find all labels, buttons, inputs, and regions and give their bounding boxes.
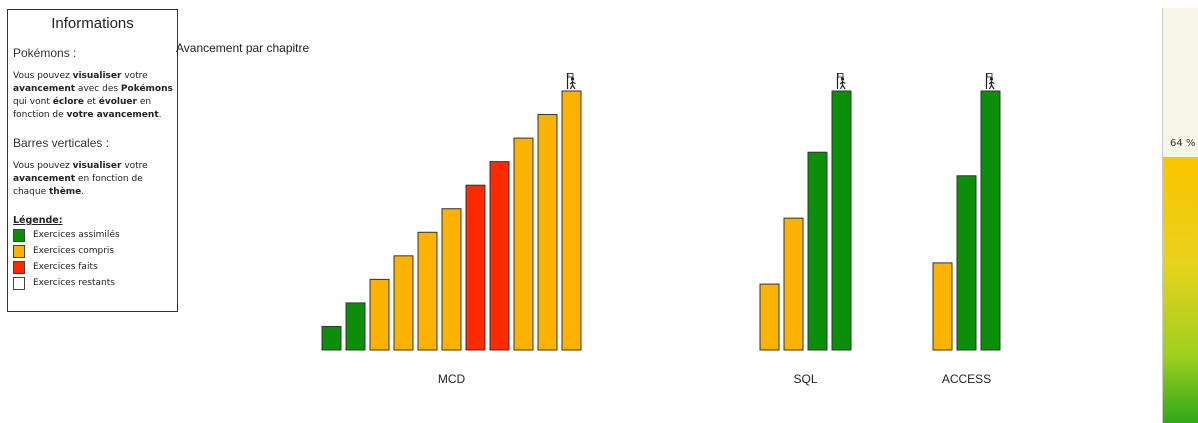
- text-segment: qui vont: [13, 97, 53, 107]
- group-label-mcd: MCD: [438, 372, 466, 386]
- legend-item: Exercices compris: [13, 244, 177, 258]
- progress-label: 64 %: [1170, 138, 1196, 149]
- text-segment: .: [158, 110, 162, 120]
- bar-mcd-9: [513, 137, 534, 351]
- text-segment: avancement: [13, 84, 76, 94]
- legend-item: Exercices assimilés: [13, 228, 177, 242]
- legend-label: Exercices restants: [33, 278, 115, 288]
- chart-title: Avancement par chapitre: [176, 41, 310, 55]
- bar-sql-4: [831, 90, 852, 351]
- text-segment: en fonction de chaque: [13, 174, 143, 197]
- text-segment: votre avancement: [66, 110, 159, 120]
- group-label-sql: SQL: [793, 372, 817, 386]
- climber-flag-icon: [836, 73, 846, 90]
- bar-mcd-8: [489, 161, 510, 351]
- legend-item: Exercices faits: [13, 260, 177, 274]
- text-segment: Vous pouvez: [13, 161, 73, 171]
- bar-sql-3: [807, 151, 828, 351]
- text-segment: visualiser: [72, 71, 122, 81]
- info-panel: Informations Pokémons : Vous pouvez visu…: [7, 9, 178, 312]
- legend-swatch: [13, 228, 25, 242]
- climber-flag-icon: [985, 73, 995, 90]
- bar-access-2: [956, 175, 977, 351]
- text-segment: visualiser: [72, 161, 122, 171]
- bar-mcd-2: [345, 302, 366, 351]
- bar-mcd-4: [393, 255, 414, 351]
- bar-access-3: [980, 90, 1001, 351]
- bars-text: Vous pouvez visualiser votre avancement …: [13, 160, 173, 199]
- legend-title: Légende:: [13, 215, 63, 226]
- bar-mcd-6: [441, 208, 462, 351]
- text-segment: avancement: [13, 174, 76, 184]
- progress-fill: [1163, 157, 1198, 423]
- legend-label: Exercices assimilés: [33, 230, 120, 240]
- climber-flag-icon: [566, 73, 576, 90]
- text-segment: Vous pouvez: [13, 71, 73, 81]
- bar-mcd-7: [465, 184, 486, 351]
- legend-swatch: [13, 244, 25, 258]
- text-segment: Pokémons: [120, 84, 173, 94]
- legend-label: Exercices faits: [33, 262, 98, 272]
- text-segment: votre: [121, 161, 148, 171]
- text-segment: et: [83, 97, 99, 107]
- bar-mcd-5: [417, 231, 438, 351]
- text-segment: en fonction de: [13, 97, 152, 120]
- text-segment: votre: [121, 71, 148, 81]
- bar-mcd-10: [537, 114, 558, 351]
- text-segment: évoluer: [98, 97, 137, 107]
- pokemon-text: Vous pouvez visualiser votre avancement …: [13, 70, 173, 122]
- info-title: Informations: [51, 15, 134, 32]
- bar-mcd-3: [369, 278, 390, 351]
- text-segment: avec des: [75, 84, 121, 94]
- bar-mcd-11: [561, 90, 582, 351]
- legend-item: Exercices restants: [13, 276, 177, 290]
- progress-bar: [1162, 8, 1198, 423]
- text-segment: thème: [48, 187, 82, 197]
- pokemon-heading: Pokémons :: [13, 46, 77, 60]
- legend-label: Exercices compris: [33, 246, 115, 256]
- bar-mcd-1: [321, 325, 342, 351]
- legend: Exercices assimilés Exercices compris Exer…: [8, 228, 177, 290]
- bars-heading: Barres verticales :: [13, 136, 110, 150]
- group-label-access: ACCESS: [942, 372, 991, 386]
- legend-swatch: [13, 260, 25, 274]
- bar-access-1: [932, 262, 953, 351]
- text-segment: .: [81, 187, 85, 197]
- text-segment: éclore: [52, 97, 84, 107]
- bar-sql-2: [783, 217, 804, 351]
- bar-sql-1: [759, 283, 780, 351]
- legend-swatch: [13, 276, 25, 290]
